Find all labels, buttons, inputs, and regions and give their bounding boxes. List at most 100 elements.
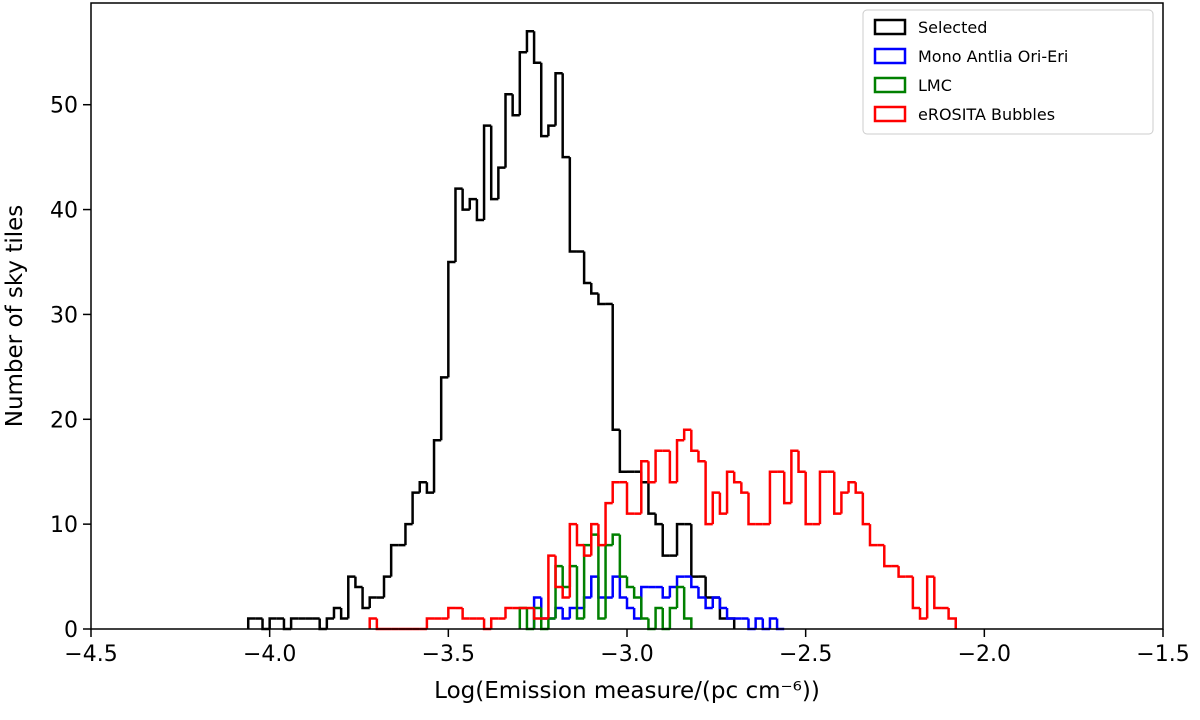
histogram-bin xyxy=(682,428,692,441)
histogram-bin xyxy=(532,31,542,65)
legend-label: Mono Antlia Ori-Eri xyxy=(918,47,1068,66)
histogram-bin xyxy=(947,608,957,629)
histogram-bin xyxy=(611,575,620,598)
histogram-bin xyxy=(547,124,556,137)
histogram-bin xyxy=(404,522,413,546)
histogram-bin xyxy=(582,251,592,285)
histogram-bin xyxy=(697,587,706,599)
histogram-bin xyxy=(868,524,878,547)
histogram-bin xyxy=(632,608,642,620)
histogram-bin xyxy=(575,566,585,620)
histogram-bin xyxy=(833,471,842,515)
legend-swatch xyxy=(873,76,907,94)
y-tick-label: 20 xyxy=(50,408,78,433)
histogram-bin xyxy=(625,576,635,589)
histogram-bin xyxy=(411,491,420,525)
histogram-bin xyxy=(590,282,599,295)
histogram-bin xyxy=(725,608,735,620)
histogram-bin xyxy=(711,596,720,609)
histogram-bin xyxy=(675,439,685,483)
histogram-bin xyxy=(368,617,377,629)
histogram-bin xyxy=(439,376,449,441)
histogram-bin xyxy=(389,543,399,577)
histogram-bin xyxy=(661,587,670,599)
histogram-bin xyxy=(347,575,356,619)
histogram-bin xyxy=(454,187,463,262)
legend: Selected Mono Antlia Ori-Eri LMC eROSITA Bu… xyxy=(862,9,1154,135)
histogram-bin xyxy=(532,608,542,620)
x-tick-label: −3.5 xyxy=(422,642,475,667)
histogram-bin xyxy=(475,199,485,222)
histogram-bin xyxy=(325,617,334,629)
histogram-series xyxy=(246,30,736,631)
histogram-bin xyxy=(854,482,863,494)
histogram-bin xyxy=(554,72,563,126)
histogram-bin xyxy=(504,606,513,619)
histogram-bin xyxy=(382,575,392,598)
histogram-bin xyxy=(754,617,763,629)
histogram-bin xyxy=(911,576,921,610)
legend-box xyxy=(862,9,1154,135)
histogram-bin xyxy=(804,471,813,526)
histogram-bin xyxy=(675,575,685,588)
histogram-bin xyxy=(268,617,277,629)
histogram-bin xyxy=(675,522,685,556)
histogram-bin xyxy=(611,303,620,432)
histogram-bin xyxy=(561,73,570,159)
histogram-bin xyxy=(727,617,736,629)
histogram-bin xyxy=(704,597,713,610)
histogram-bin xyxy=(468,197,477,210)
histogram-bin xyxy=(704,576,713,599)
histogram-bin xyxy=(597,293,606,306)
histogram-bin xyxy=(861,492,870,526)
histogram-bin xyxy=(690,429,699,452)
histogram-bin xyxy=(640,597,649,620)
histogram-bin xyxy=(568,157,577,253)
histogram-bin xyxy=(675,585,685,609)
x-tick-label: −1.5 xyxy=(1136,642,1189,667)
histogram-bin xyxy=(797,450,806,473)
x-tick-label: −2.0 xyxy=(958,642,1011,667)
histogram-bin xyxy=(489,125,499,201)
histogram-bin xyxy=(332,606,342,619)
histogram-bin xyxy=(661,524,670,557)
histogram-bin xyxy=(482,124,492,221)
legend-swatch xyxy=(873,47,907,65)
legend-label: LMC xyxy=(918,76,952,95)
histogram-bin xyxy=(768,470,778,525)
histogram-bin xyxy=(618,534,627,578)
histogram-bin xyxy=(682,587,693,629)
histogram-bin xyxy=(246,617,256,629)
histogram-bin xyxy=(782,471,792,505)
histogram-bin xyxy=(547,617,556,629)
histogram-bin xyxy=(554,555,563,589)
histogram-bin xyxy=(354,576,363,589)
histogram-bin xyxy=(775,618,785,631)
histogram-bin xyxy=(511,94,520,117)
histogram-bin xyxy=(518,51,527,116)
histogram-bin xyxy=(847,480,856,493)
histogram-bin xyxy=(625,597,635,610)
y-tick-label: 50 xyxy=(50,94,78,119)
x-tick-label: −4.0 xyxy=(243,642,296,667)
histogram-bin xyxy=(561,587,570,599)
histogram-bin xyxy=(497,166,506,200)
histogram-bin xyxy=(425,482,435,494)
histogram-bin xyxy=(654,606,663,629)
histogram-bin xyxy=(711,491,720,525)
y-axis-label: Number of sky tiles xyxy=(2,205,28,428)
histogram-bin xyxy=(618,429,627,473)
histogram-bin xyxy=(611,480,620,504)
histogram-bin xyxy=(568,606,577,619)
histogram-bin xyxy=(525,30,535,53)
histogram-bin xyxy=(647,482,656,515)
x-tick-label: −4.5 xyxy=(64,642,117,667)
histogram-bin xyxy=(575,524,585,547)
histogram-bin xyxy=(547,554,556,619)
histogram-bin xyxy=(361,587,370,610)
legend-swatch xyxy=(873,105,907,123)
histogram-bin xyxy=(375,618,385,631)
histogram-bin xyxy=(668,585,678,598)
histogram-bin xyxy=(597,524,606,547)
histogram-bin xyxy=(461,188,470,211)
